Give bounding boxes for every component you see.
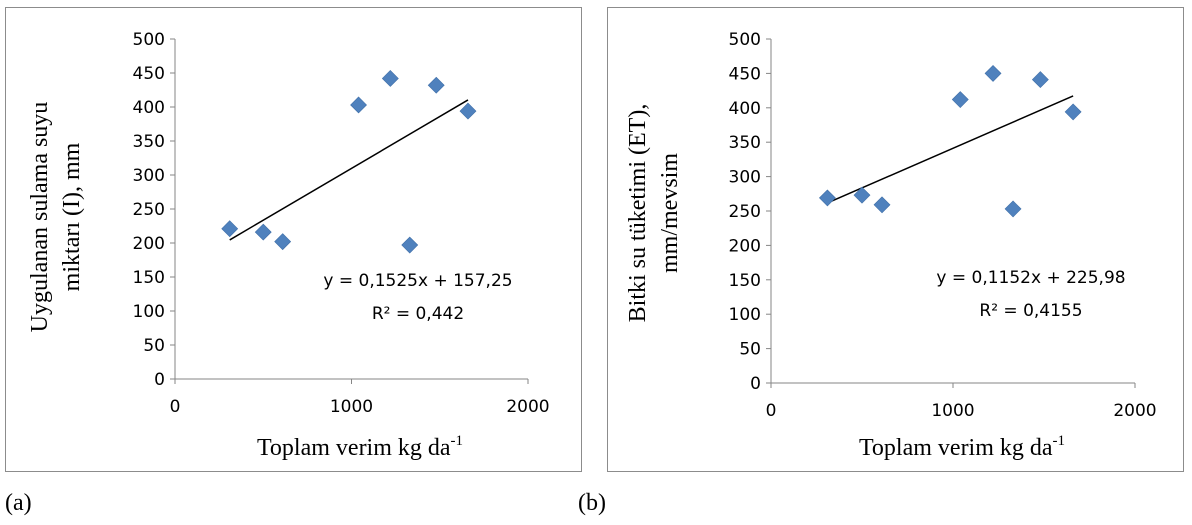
- data-point: [818, 189, 836, 207]
- y-tick-label: 200: [133, 234, 165, 254]
- x-axis-label-main: Toplam verim kg da: [257, 435, 451, 461]
- trendline-equation: y = 0,1525x + 157,25: [323, 271, 512, 291]
- trendline: [827, 95, 1074, 204]
- caption-b: (b): [578, 490, 606, 516]
- y-tick-label: 450: [729, 64, 761, 84]
- y-tick-label: 400: [133, 98, 165, 118]
- y-tick-label: 400: [729, 99, 761, 119]
- y-tick-label: 250: [729, 202, 761, 222]
- x-axis-label: Toplam verim kg da-1: [257, 433, 463, 461]
- chart-a: 0 50 100 150 200 250 300 350 400 450 500 0 1000 2000 y…: [27, 30, 550, 461]
- y-axis-label: Uygulanan sulama suyu miktarı (I), mm: [27, 102, 85, 333]
- data-point: [274, 233, 292, 251]
- data-point: [350, 96, 367, 114]
- data-point: [381, 70, 399, 87]
- data-point: [427, 76, 445, 94]
- y-tick-label: 100: [729, 305, 761, 325]
- y-axis-label-line: mm/mevsim: [657, 153, 683, 273]
- y-tick-label: 350: [729, 133, 761, 153]
- data-point: [1064, 103, 1082, 121]
- data-point: [853, 186, 871, 204]
- y-tick-label: 300: [729, 168, 761, 188]
- y-tick-label: 500: [729, 30, 761, 50]
- chart-a-frame: [5, 7, 582, 472]
- y-axis-label-line: Bitki su tüketimi (ET),: [625, 104, 651, 323]
- x-tick-label: 1000: [330, 397, 373, 417]
- y-tick-label: 100: [133, 302, 165, 322]
- data-point: [873, 196, 891, 214]
- x-tick-label: 2000: [1113, 401, 1156, 421]
- y-tick-label: 450: [133, 64, 165, 84]
- data-point: [984, 64, 1002, 82]
- x-tick-label: 0: [766, 401, 777, 421]
- y-tick-label: 50: [739, 340, 761, 360]
- y-tick-label: 150: [133, 268, 165, 288]
- y-tick-label: 0: [750, 374, 761, 394]
- caption-a: (a): [5, 490, 32, 516]
- trendline-equation: y = 0,1152x + 225,98: [936, 268, 1125, 288]
- x-tick-label: 0: [170, 397, 181, 417]
- y-tick-label: 250: [133, 200, 165, 220]
- data-point: [459, 102, 477, 120]
- data-point: [1031, 71, 1049, 89]
- data-point: [1004, 200, 1022, 218]
- trendline: [229, 99, 469, 241]
- y-tick-label: 150: [729, 271, 761, 291]
- x-axis-label-superscript: -1: [451, 433, 464, 449]
- data-point: [221, 220, 239, 238]
- chart-b: 0 50 100 150 200 250 300 350 400 450 500 0 1000 2000 y…: [625, 30, 1157, 461]
- y-axis-label-line: miktarı (I), mm: [59, 142, 85, 291]
- y-tick-label: 50: [143, 336, 165, 356]
- y-axis-label-line: Uygulanan sulama suyu: [27, 102, 53, 333]
- y-tick-label: 500: [133, 30, 165, 50]
- x-axis-label: Toplam verim kg da-1: [859, 433, 1065, 461]
- x-axis-label-main: Toplam verim kg da: [859, 435, 1053, 461]
- data-point: [951, 91, 969, 108]
- r-squared-label: R² = 0,442: [372, 304, 464, 324]
- y-tick-label: 350: [133, 132, 165, 152]
- x-tick-label: 1000: [931, 401, 974, 421]
- y-axis-label: Bitki su tüketimi (ET), mm/mevsim: [625, 104, 683, 323]
- data-point: [254, 223, 272, 241]
- data-point: [401, 236, 419, 254]
- y-tick-label: 200: [729, 236, 761, 256]
- y-tick-label: 300: [133, 166, 165, 186]
- x-axis-label-superscript: -1: [1053, 433, 1066, 449]
- x-tick-label: 2000: [506, 397, 549, 417]
- y-tick-label: 0: [154, 370, 165, 390]
- r-squared-label: R² = 0,4155: [979, 301, 1082, 321]
- chart-b-frame: [607, 7, 1184, 472]
